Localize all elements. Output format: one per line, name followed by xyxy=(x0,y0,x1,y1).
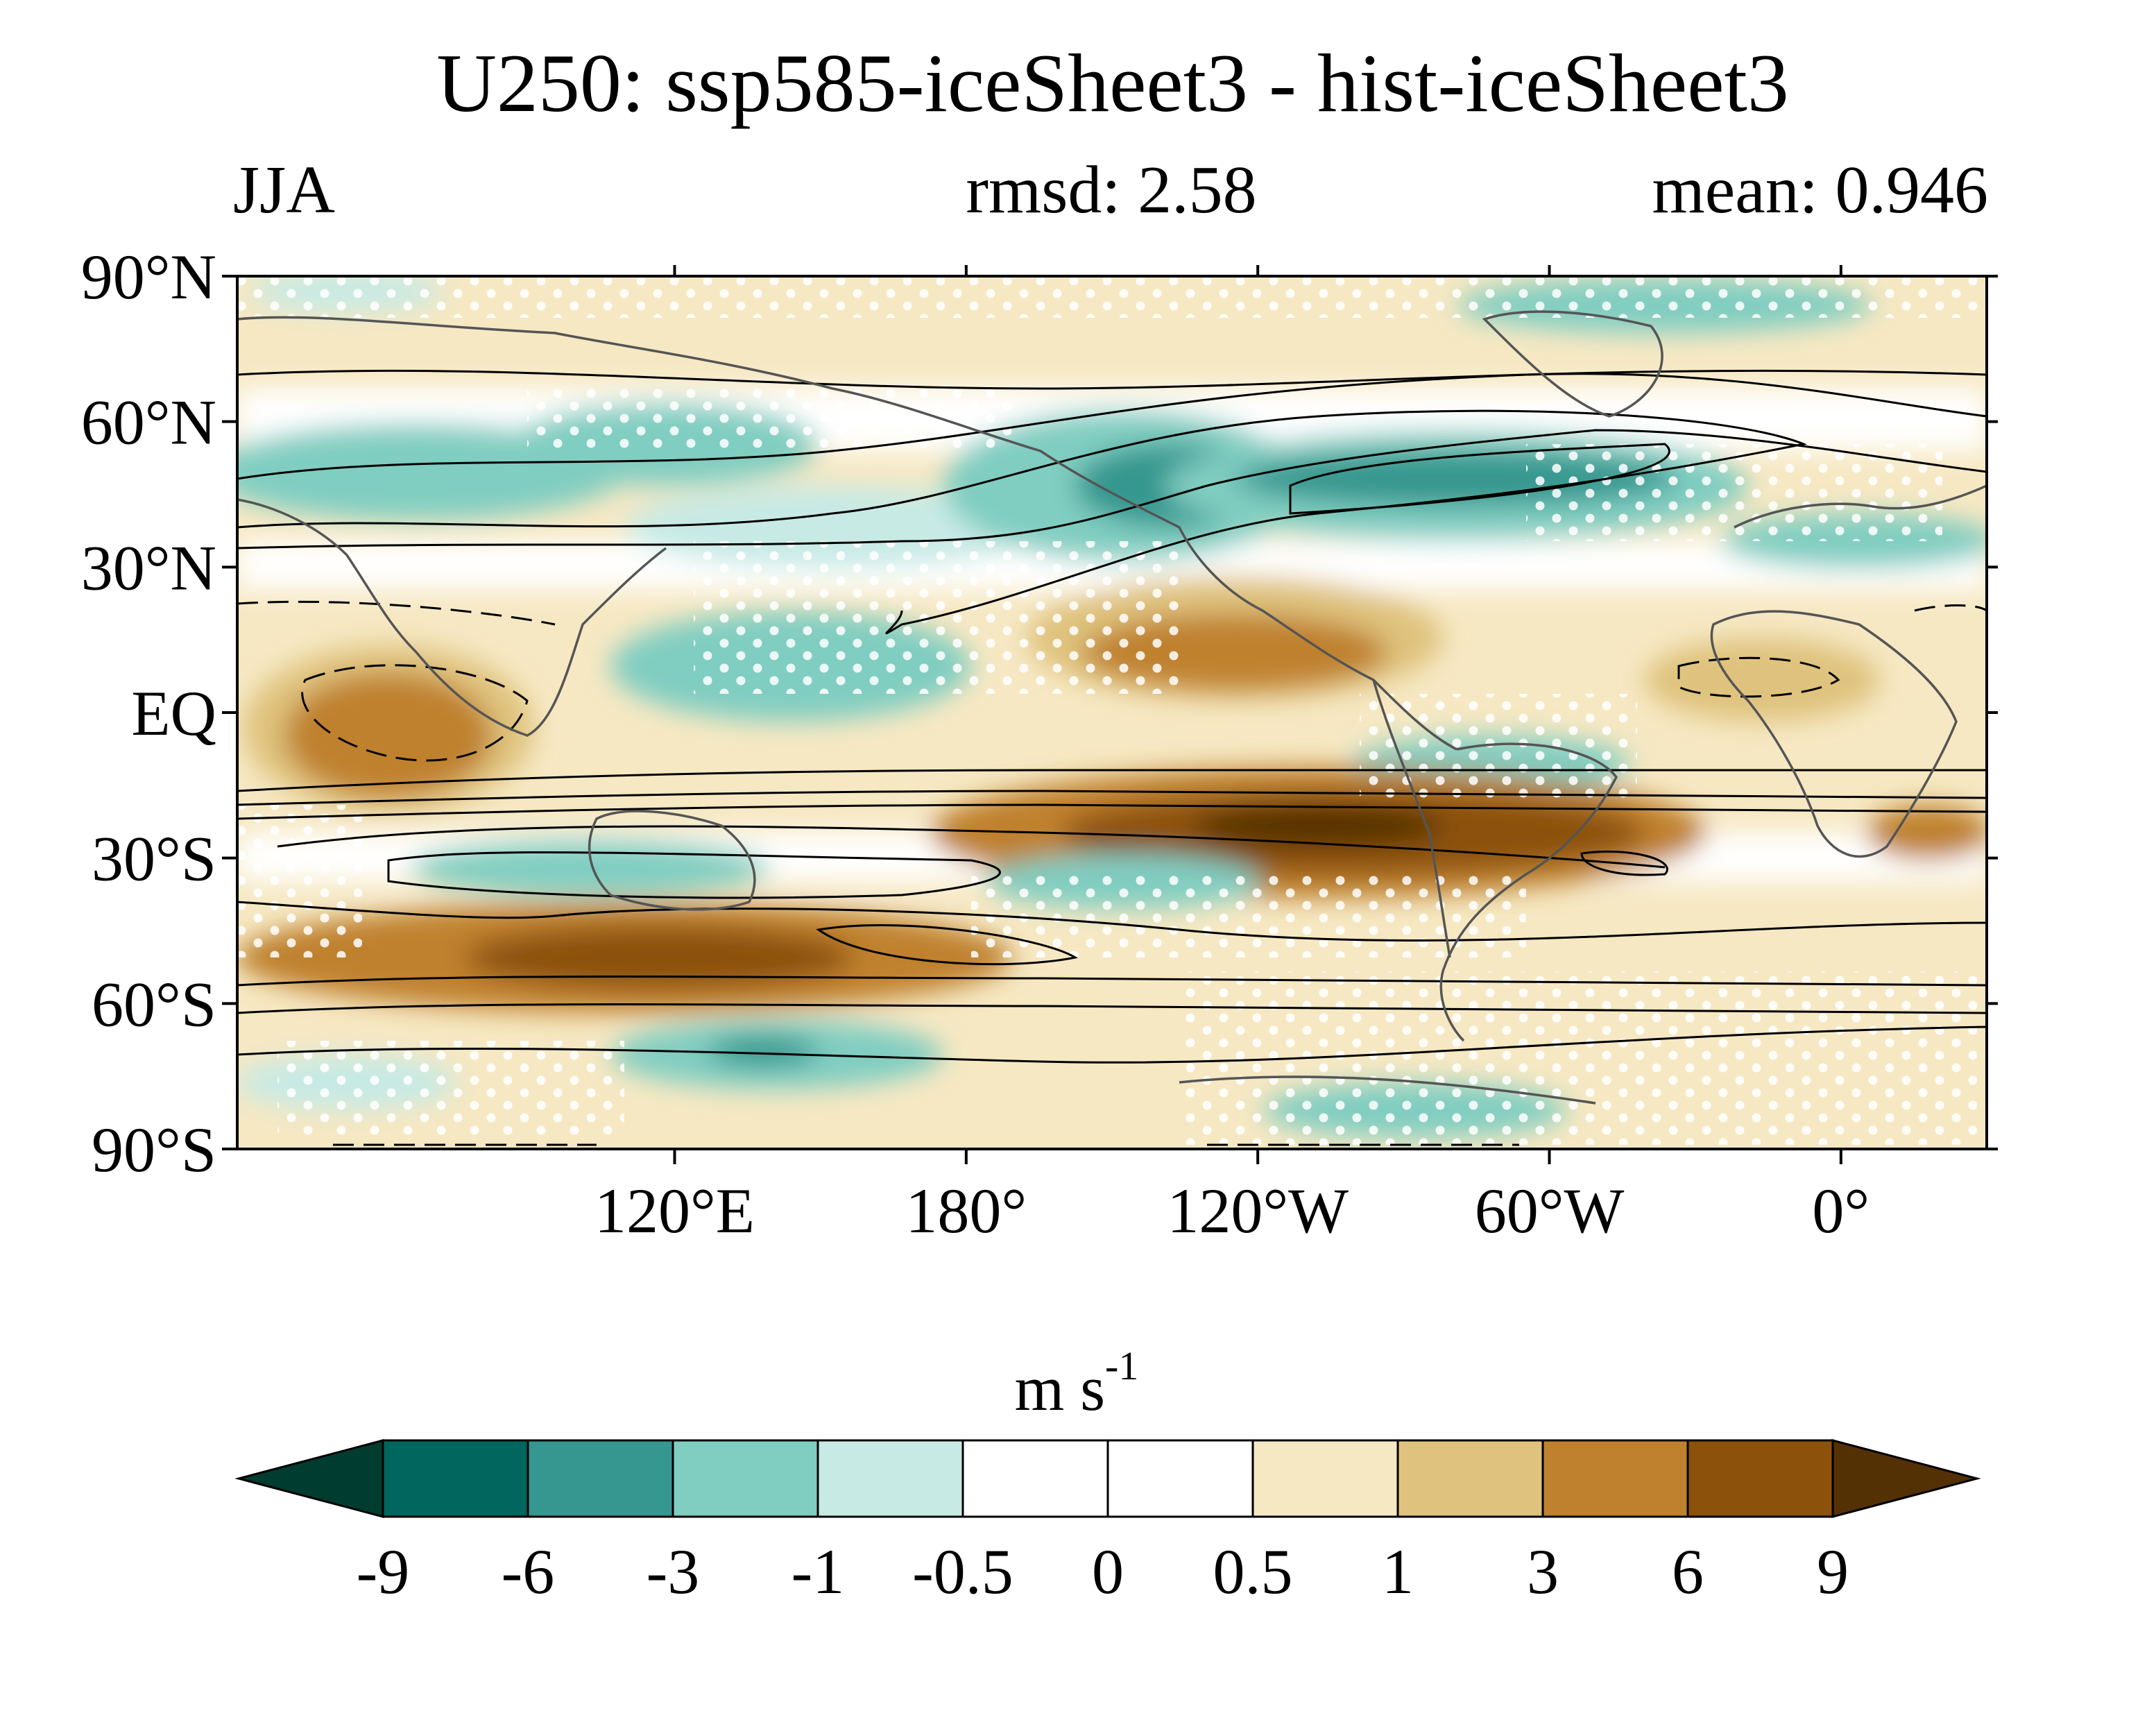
climatology-contours xyxy=(237,369,1987,1064)
colorbar-level-label: -3 xyxy=(647,1536,700,1607)
season-label: JJA xyxy=(233,153,335,228)
lat-tick-label: 30°S xyxy=(92,824,216,894)
lon-tick-label: 60°W xyxy=(1475,1175,1625,1246)
colorbar-box xyxy=(961,1439,1109,1518)
lon-tick-label: 180° xyxy=(905,1175,1027,1246)
colorbar-level-label: 0.5 xyxy=(1213,1536,1293,1607)
lat-tick-label: 90°S xyxy=(92,1114,216,1185)
colorbar-box xyxy=(1686,1439,1834,1518)
colorbar-box xyxy=(527,1439,674,1518)
lon-ticks: 120°E 180° 120°W 60°W 0° xyxy=(594,265,1870,1246)
colorbar-labels: -9 -6 -3 -1 -0.5 0 0.5 1 3 6 9 xyxy=(357,1536,1849,1607)
lon-tick-label: 120°W xyxy=(1167,1175,1349,1246)
colorbar-lower-extension xyxy=(234,1439,384,1518)
significance-stippling xyxy=(237,276,1987,1145)
lat-tick-label: 60°N xyxy=(81,387,216,458)
negative-contours xyxy=(237,600,1987,1146)
units-base: m s xyxy=(1015,1353,1105,1424)
colorbar-level-label: 0 xyxy=(1092,1536,1124,1607)
figure-title: U250: ssp585-iceSheet3 - hist-iceSheet3 xyxy=(436,37,1789,129)
lat-tick-label: 30°N xyxy=(81,532,216,603)
colorbar-box xyxy=(382,1439,529,1518)
colorbar-level-label: -6 xyxy=(502,1536,555,1607)
units-exponent: -1 xyxy=(1105,1343,1138,1388)
colorbar-level-label: -9 xyxy=(357,1536,410,1607)
colorbar-level-label: 6 xyxy=(1672,1536,1704,1607)
colorbar-box xyxy=(1251,1439,1399,1518)
rmsd-label: rmsd: 2.58 xyxy=(966,153,1256,228)
colorbar-box xyxy=(671,1439,819,1518)
colorbar-box xyxy=(1541,1439,1689,1518)
mean-label: mean: 0.946 xyxy=(1652,153,1988,228)
colorbar-level-label: 1 xyxy=(1382,1536,1414,1607)
colorbar-level-label: 9 xyxy=(1817,1536,1849,1607)
colorbar: m s-1 -9 -6 -3 -1 -0.5 0 0.5 1 3 6 9 xyxy=(234,1343,1981,1607)
colorbar-box xyxy=(1106,1439,1254,1518)
colorbar-level-label: -0.5 xyxy=(912,1536,1013,1607)
colorbar-boxes xyxy=(234,1439,1981,1518)
lat-ticks: 90°N 60°N 30°N EQ 30°S 60°S 90°S xyxy=(81,241,1998,1185)
lat-tick-label: 90°N xyxy=(81,241,216,312)
coastlines xyxy=(237,310,1987,1105)
colorbar-level-label: 3 xyxy=(1527,1536,1559,1607)
colorbar-level-label: -1 xyxy=(792,1536,845,1607)
lat-tick-label: 60°S xyxy=(92,969,216,1039)
lat-tick-label: EQ xyxy=(131,678,216,749)
lon-tick-label: 120°E xyxy=(594,1175,755,1246)
colorbar-units: m s-1 xyxy=(1015,1343,1139,1424)
colorbar-box xyxy=(1396,1439,1544,1518)
colorbar-upper-extension xyxy=(1831,1439,1981,1518)
lon-tick-label: 0° xyxy=(1812,1175,1870,1246)
colorbar-box xyxy=(816,1439,964,1518)
